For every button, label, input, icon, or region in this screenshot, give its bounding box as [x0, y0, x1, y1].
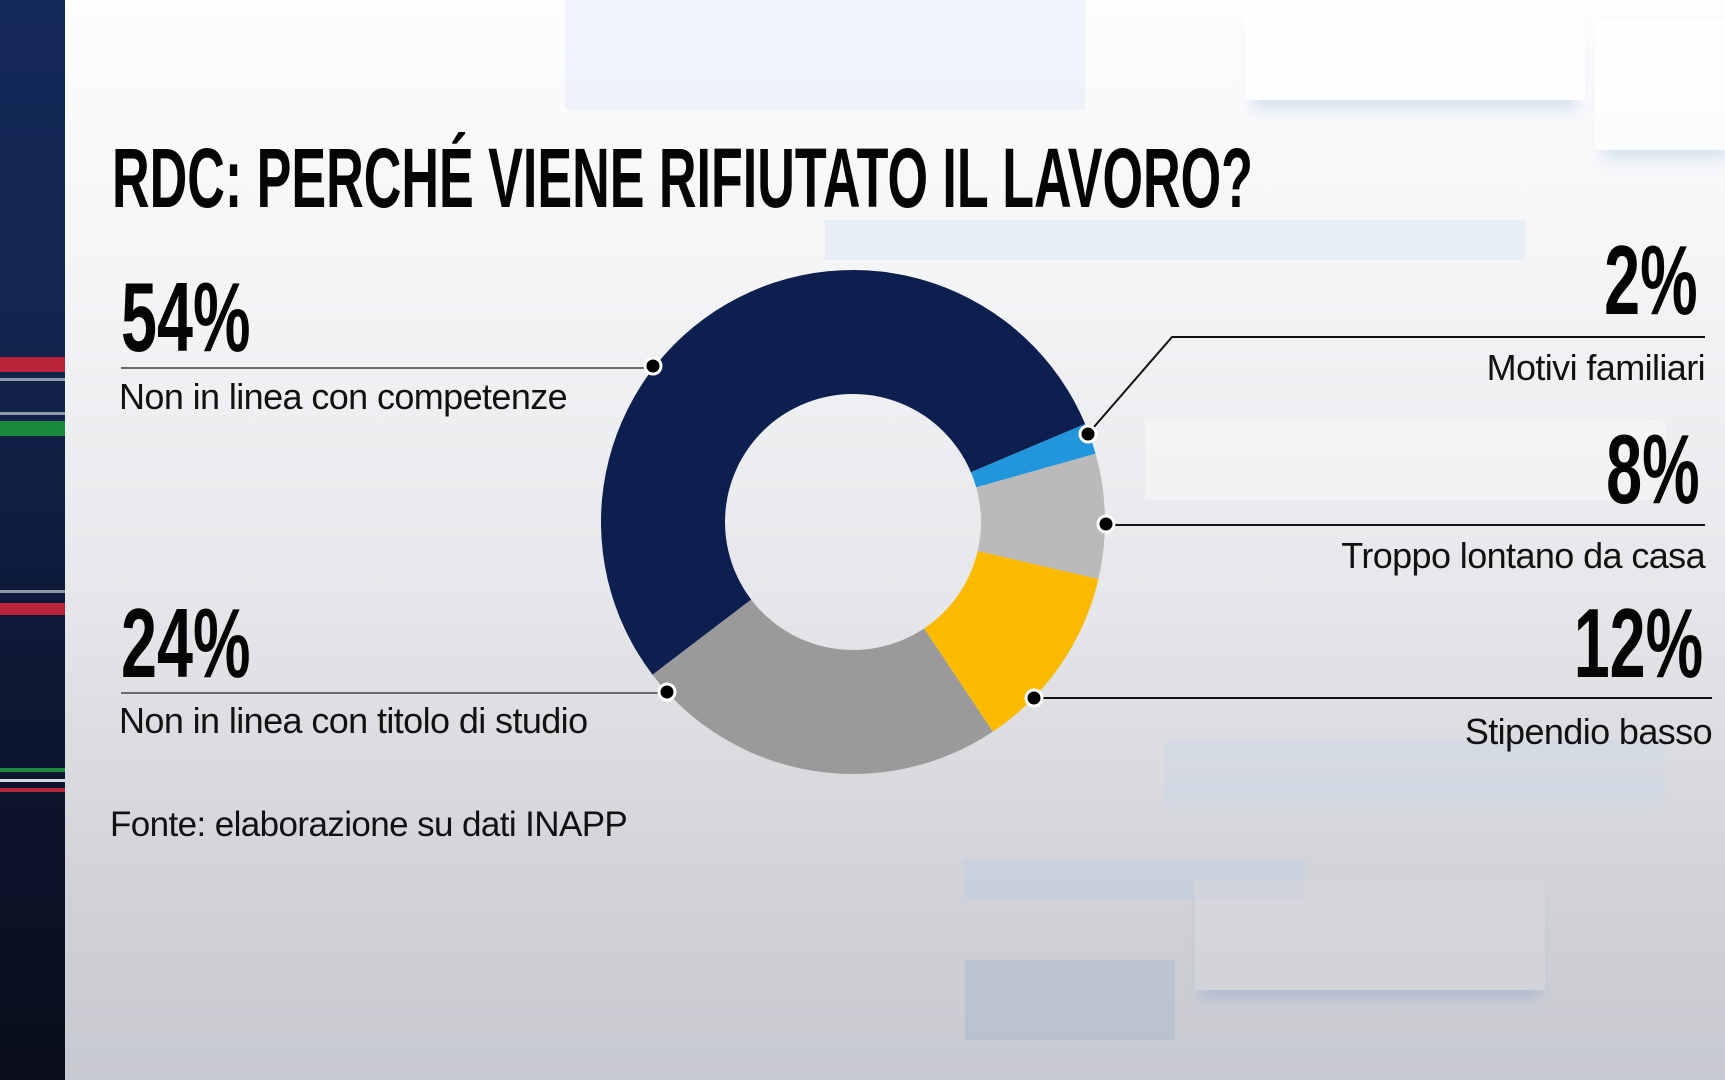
stripe-band-white	[0, 779, 65, 782]
donut-slices	[600, 269, 1106, 775]
label-familiari: Motivi familiari	[1486, 347, 1706, 388]
pct-competenze: 54%	[121, 262, 251, 372]
bg-block	[965, 960, 1175, 1040]
stripe-band-red	[0, 357, 65, 372]
stripe-band-gray	[0, 590, 65, 593]
bg-block	[565, 0, 1085, 110]
callout-dot-icon	[657, 682, 677, 702]
chart-title: RDC: PERCHÉ VIENE RIFIUTATO IL LAVORO?	[112, 131, 1253, 225]
bg-block	[1245, 10, 1585, 100]
callout-dot-icon	[1024, 688, 1044, 708]
bg-block	[1595, 20, 1725, 150]
label-titolo-studio: Non in linea con titolo di studio	[119, 700, 588, 741]
callout-dot-icon	[1078, 424, 1098, 444]
donut-slice-troppo-lontano-da-casa	[976, 453, 1106, 580]
pct-familiari: 2%	[1604, 225, 1698, 335]
callout-dot-icon	[1096, 514, 1116, 534]
stripe-band-gray	[0, 378, 65, 381]
stripe-band-green	[0, 768, 65, 772]
label-lontano: Troppo lontano da casa	[1341, 535, 1705, 576]
pct-lontano: 8%	[1606, 414, 1700, 524]
donut-slice-non-in-linea-con-titolo-di-studio	[652, 599, 993, 775]
bg-block	[1195, 880, 1545, 990]
bg-block	[825, 220, 1525, 260]
stripe-band-red	[0, 603, 65, 615]
donut-slice-motivi-familiari	[970, 423, 1096, 488]
donut-slice-non-in-linea-con-competenze	[600, 269, 1086, 675]
callout-line-familiari	[1086, 336, 1705, 436]
stripe-band-gray	[0, 412, 65, 415]
stripe-band-green	[0, 421, 65, 436]
pct-stipendio: 12%	[1573, 588, 1703, 698]
side-decorative-stripe	[0, 0, 65, 1080]
chart-background	[65, 0, 1725, 1080]
donut-slice-stipendio-basso	[924, 551, 1099, 732]
source-note: Fonte: elaborazione su dati INAPP	[110, 805, 628, 844]
pct-titolo-studio: 24%	[121, 588, 251, 698]
bg-block	[1145, 420, 1665, 500]
callout-dot-icon	[643, 356, 663, 376]
label-stipendio: Stipendio basso	[1464, 711, 1713, 752]
stripe-band-red	[0, 788, 65, 792]
label-competenze: Non in linea con competenze	[119, 376, 568, 417]
bg-block	[1165, 740, 1665, 810]
